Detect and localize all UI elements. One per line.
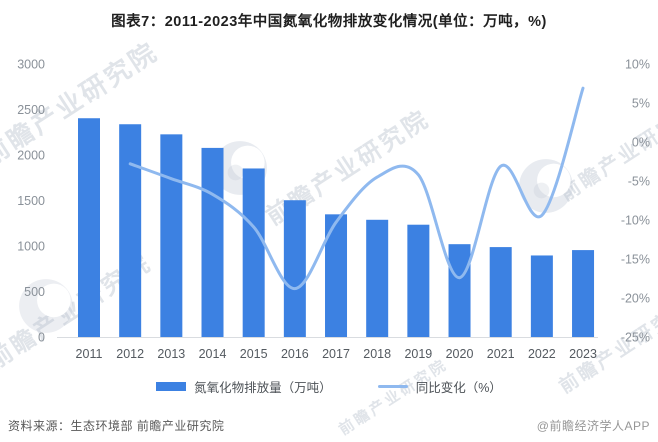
right-axis-tick: 10% — [625, 58, 650, 72]
x-axis-label-2022: 2022 — [528, 347, 556, 361]
line-series-swatch-icon — [377, 384, 408, 388]
x-axis-label-2023: 2023 — [569, 347, 597, 361]
bar-2015 — [242, 168, 265, 337]
chart-plot-area: 0 500 1000 1500 2000 2500 3000 10% 5% 0% -5% -10% -1… — [17, 58, 650, 362]
left-axis-tick: 500 — [24, 285, 45, 299]
right-axis-tick: -10% — [621, 214, 650, 228]
bar-2012 — [119, 124, 142, 337]
source-note: 资料来源：生态环境部 前瞻产业研究院 — [8, 419, 225, 433]
bar-2011 — [78, 118, 100, 338]
bar-series-swatch-icon — [156, 381, 187, 391]
bar-2013 — [160, 134, 183, 337]
right-axis-tick: -20% — [621, 292, 650, 306]
left-axis-tick: 2500 — [17, 103, 45, 117]
left-axis-tick: 3000 — [17, 58, 45, 72]
chart-legend: 氮氧化物排放量（万吨） 同比变化（%） — [0, 376, 658, 396]
x-axis-label-2020: 2020 — [446, 347, 474, 361]
bar-2018 — [366, 219, 389, 337]
legend-label-emissions: 氮氧化物排放量（万吨） — [194, 380, 332, 395]
right-axis-tick: -25% — [621, 331, 650, 345]
x-axis-label-2018: 2018 — [363, 347, 391, 361]
bar-2016 — [283, 200, 306, 337]
bar-2019 — [407, 224, 430, 337]
bar-2022 — [530, 255, 553, 337]
right-axis-tick: -5% — [628, 175, 650, 189]
yoy-line — [128, 86, 585, 291]
legend-item-emissions: 氮氧化物排放量（万吨） — [156, 377, 332, 396]
chart-footer: 资料来源：生态环境部 前瞻产业研究院 @前瞻经济学人APP — [0, 417, 658, 434]
bar-2014 — [201, 147, 224, 337]
x-axis-label-2013: 2013 — [157, 347, 185, 361]
right-axis-tick: 0% — [632, 136, 650, 150]
bar-2020 — [448, 244, 471, 337]
chart-title: 图表7：2011-2023年中国氮氧化物排放变化情况(单位：万吨，%) — [111, 14, 547, 30]
x-axis-label-2011: 2011 — [76, 347, 103, 361]
right-axis-tick: -15% — [621, 253, 650, 267]
x-axis-label-2019: 2019 — [404, 347, 432, 361]
x-axis-label-2016: 2016 — [281, 347, 309, 361]
x-axis-label-2012: 2012 — [116, 347, 144, 361]
right-axis-tick: 5% — [632, 97, 650, 111]
bar-2017 — [325, 214, 348, 337]
x-axis-label-2014: 2014 — [199, 347, 227, 361]
x-axis-label-2021: 2021 — [487, 347, 515, 361]
x-axis-label-2015: 2015 — [240, 347, 268, 361]
attribution: @前瞻经济学人APP — [536, 419, 650, 433]
left-axis-tick: 0 — [38, 331, 45, 345]
left-axis-tick: 2000 — [17, 149, 45, 163]
legend-item-yoy: 同比变化（%） — [377, 377, 502, 396]
x-axis-label-2017: 2017 — [322, 347, 350, 361]
legend-label-yoy: 同比变化（%） — [415, 380, 502, 395]
bar-2023 — [572, 250, 595, 337]
left-axis-tick: 1500 — [17, 194, 45, 208]
bar-2021 — [489, 247, 512, 337]
left-axis-tick: 1000 — [17, 240, 45, 254]
